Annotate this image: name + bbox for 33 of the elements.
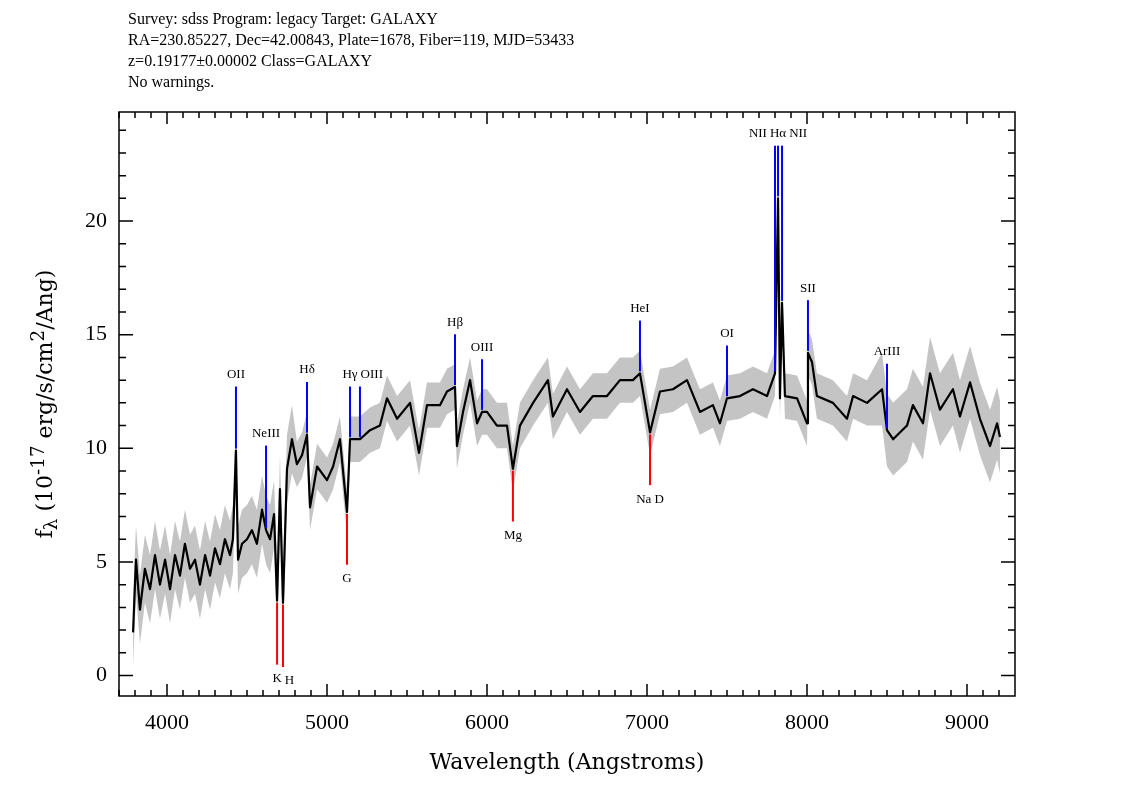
- y-tick-label: 10: [85, 434, 107, 460]
- annotation: OI: [720, 325, 734, 341]
- annotation: NeIII: [251, 425, 281, 440]
- annotation: G: [342, 570, 352, 586]
- annotation: Hβ: [447, 313, 464, 329]
- x-tick-label: 4000: [145, 708, 189, 734]
- annotation: OIII: [470, 338, 494, 354]
- y-tick-label: 0: [96, 661, 107, 687]
- annotation: Na D: [636, 490, 664, 506]
- y-tick-label: 5: [96, 547, 107, 573]
- chart-title: Survey: sdss Program: legacy Target: GALAXY: [128, 9, 439, 29]
- x-tick-label: 8000: [785, 708, 829, 734]
- annotation: HeI: [630, 300, 650, 316]
- x-tick-label: 5000: [305, 708, 349, 734]
- annotation: NII: [748, 125, 767, 141]
- y-tick-label: 15: [85, 320, 107, 346]
- annotation: Mg: [503, 526, 523, 542]
- annotation: K: [272, 670, 283, 686]
- x-tick-label: 6000: [465, 708, 509, 734]
- annotation: NII: [789, 125, 808, 141]
- annotation: Hγ: [342, 365, 358, 381]
- annotation: H: [284, 672, 295, 688]
- annotation: OII: [226, 365, 245, 381]
- y-tick-label: 20: [85, 206, 107, 232]
- annotation: OIII: [360, 365, 383, 381]
- annotation: ArIII: [873, 343, 901, 359]
- chart-subtitle: RA=230.85227, Dec=42.00843, Plate=1678, Fiber=119, MJD=53433 z=0.19177±0.00002 Class=GALAXY No warnings.: [128, 30, 575, 92]
- x-tick-label: 7000: [625, 708, 669, 734]
- x-axis-title: Wavelength (Angstroms): [429, 748, 705, 774]
- x-tick-label: 9000: [945, 708, 989, 734]
- annotation: Hδ: [299, 361, 315, 377]
- annotation: Hα: [769, 125, 787, 141]
- annotation: SII: [800, 279, 816, 295]
